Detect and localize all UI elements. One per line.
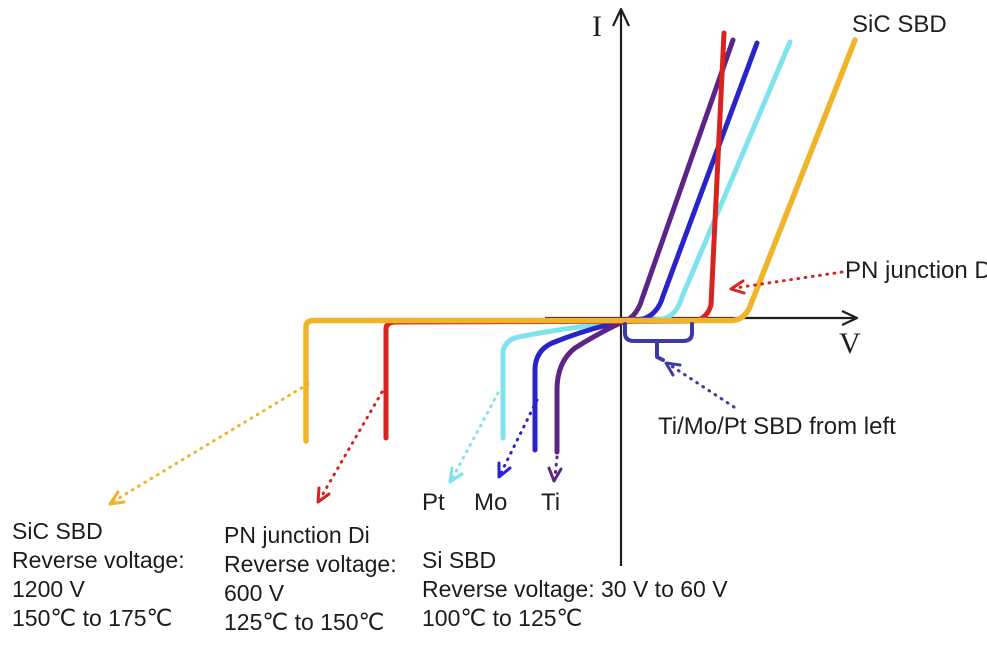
mo-label: Mo [474,489,508,516]
si-annotation-block: Si SBD Reverse voltage: 30 V to 60 V 100… [422,546,956,664]
mo-callout-arrowhead [497,461,512,479]
pn-annotation-line1: PN junction Di [224,522,370,548]
pt-label: Pt [422,489,445,516]
sic-annotation-line4: 150℃ to 175℃ [12,605,173,631]
mo-sbd-curve [532,40,760,453]
pn-breakdown-callout-dotted-line [318,390,384,501]
pn-annotation-line4: 125℃ to 150℃ [224,609,385,635]
curves-group [303,30,858,455]
brace-callout-dotted-line [668,363,736,409]
sic-annotation-line3: 1200 V [12,576,85,602]
callout-arrows-group [108,270,844,506]
y-axis-label: I [592,10,602,43]
sic-sbd-curve [303,37,858,444]
sic-annotation-line1: SiC SBD [12,518,103,544]
ti-callout-arrowhead [547,466,563,483]
ti-callout-dotted-line [553,455,559,479]
ti-mo-pt-brace-label: Ti/Mo/Pt SBD from left [658,413,896,440]
brace-callout-arrowhead [664,361,682,377]
x-axis-arrowhead [841,310,859,326]
mo-callout-dotted-line [499,398,539,475]
pn-annotation-line3: 600 V [224,580,285,606]
pt-callout-dotted-line [450,391,500,481]
ti-label: Ti [541,489,561,516]
si-annotation-line2: Reverse voltage: 30 V to 60 V [422,576,728,602]
ti-sbd-curve [554,37,736,455]
sic-callout-dotted-line [112,382,310,503]
axes-group [545,7,859,566]
y-axis-arrowhead [612,7,630,27]
pn-label-callout-dotted-line [733,270,844,290]
brace-shape [623,322,694,362]
sic-annotation-line2: Reverse voltage: [12,547,185,573]
pn-junction-right-label: PN junction Di [845,257,987,284]
pt-callout-arrowhead [448,466,464,484]
pt-sbd-curve [500,39,793,441]
x-axis-label: V [839,327,861,360]
sic-annotation-block: SiC SBD Reverse voltage: 1200 V 150℃ to … [12,517,185,633]
si-annotation-vf-line: Ti: VF=0.4 V, Mo: VF=0.55 V, Pt: VF=0.6 … [422,633,956,664]
si-annotation-line1: Si SBD [422,547,497,573]
pn-annotation-line2: Reverse voltage: [224,551,397,577]
sic-sbd-top-label: SiC SBD [852,11,947,38]
pn-breakdown-callout-arrowhead [316,486,331,504]
sic-callout-arrowhead [108,490,126,506]
pn-junction-curve [383,30,727,441]
ti-mo-pt-brace [623,322,694,362]
pn-annotation-block: PN junction Di Reverse voltage: 600 V 12… [224,521,397,637]
pn-label-callout-arrowhead [729,279,746,295]
si-annotation-line3: 100℃ to 125℃ [422,605,583,631]
